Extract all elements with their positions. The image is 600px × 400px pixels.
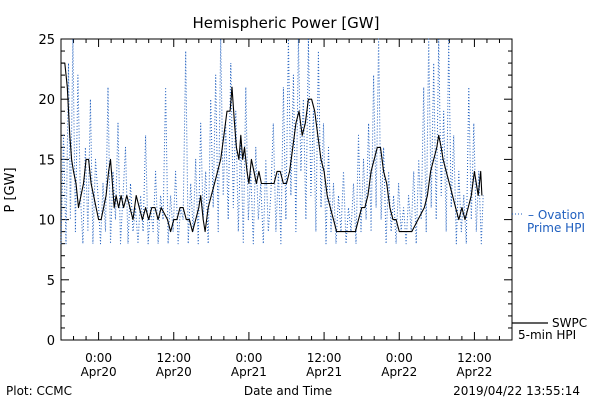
plot-credit: Plot: CCMC	[6, 384, 72, 398]
x-tick-time-label: 0:00	[85, 351, 112, 365]
y-tick-label: 15	[38, 153, 55, 168]
x-tick-date-label: Apr21	[306, 365, 342, 379]
x-axis: 0:00Apr2012:00Apr200:00Apr2112:00Apr210:…	[60, 39, 513, 379]
x-tick-date-label: Apr22	[381, 365, 417, 379]
x-tick-date-label: Apr20	[81, 365, 117, 379]
series-layer	[60, 38, 484, 245]
legend-ovation-line1: – Ovation	[528, 208, 585, 222]
y-axis: 0 5 10 15 20 25	[38, 33, 512, 349]
y-tick-label: 10	[38, 214, 55, 229]
x-tick-date-label: Apr21	[231, 365, 267, 379]
x-tick-date-label: Apr22	[456, 365, 492, 379]
series-ovation-prime-hpi-line	[60, 38, 484, 245]
y-tick-label: 25	[38, 33, 55, 48]
y-axis-label: P [GW]	[3, 167, 18, 212]
x-tick-time-label: 12:00	[156, 351, 191, 365]
series-swpc-hpi-line	[61, 62, 483, 233]
timestamp: 2019/04/22 13:55:14	[453, 384, 580, 398]
chart-title: Hemispheric Power [GW]	[193, 14, 380, 32]
plot-frame	[60, 38, 513, 341]
y-tick-label: 5	[47, 274, 55, 289]
legend-swpc-line2: 5-min HPI	[518, 328, 576, 342]
legend-swpc-line1: SWPC	[552, 316, 587, 330]
legend-ovation-line2: Prime HPI	[527, 221, 585, 235]
x-tick-date-label: Apr20	[156, 365, 192, 379]
y-tick-label: 20	[38, 93, 55, 108]
x-tick-time-label: 12:00	[307, 351, 342, 365]
y-tick-label: 0	[47, 334, 55, 349]
x-tick-time-label: 0:00	[235, 351, 262, 365]
x-tick-time-label: 12:00	[457, 351, 492, 365]
x-axis-label: Date and Time	[244, 384, 332, 398]
x-tick-time-label: 0:00	[386, 351, 413, 365]
